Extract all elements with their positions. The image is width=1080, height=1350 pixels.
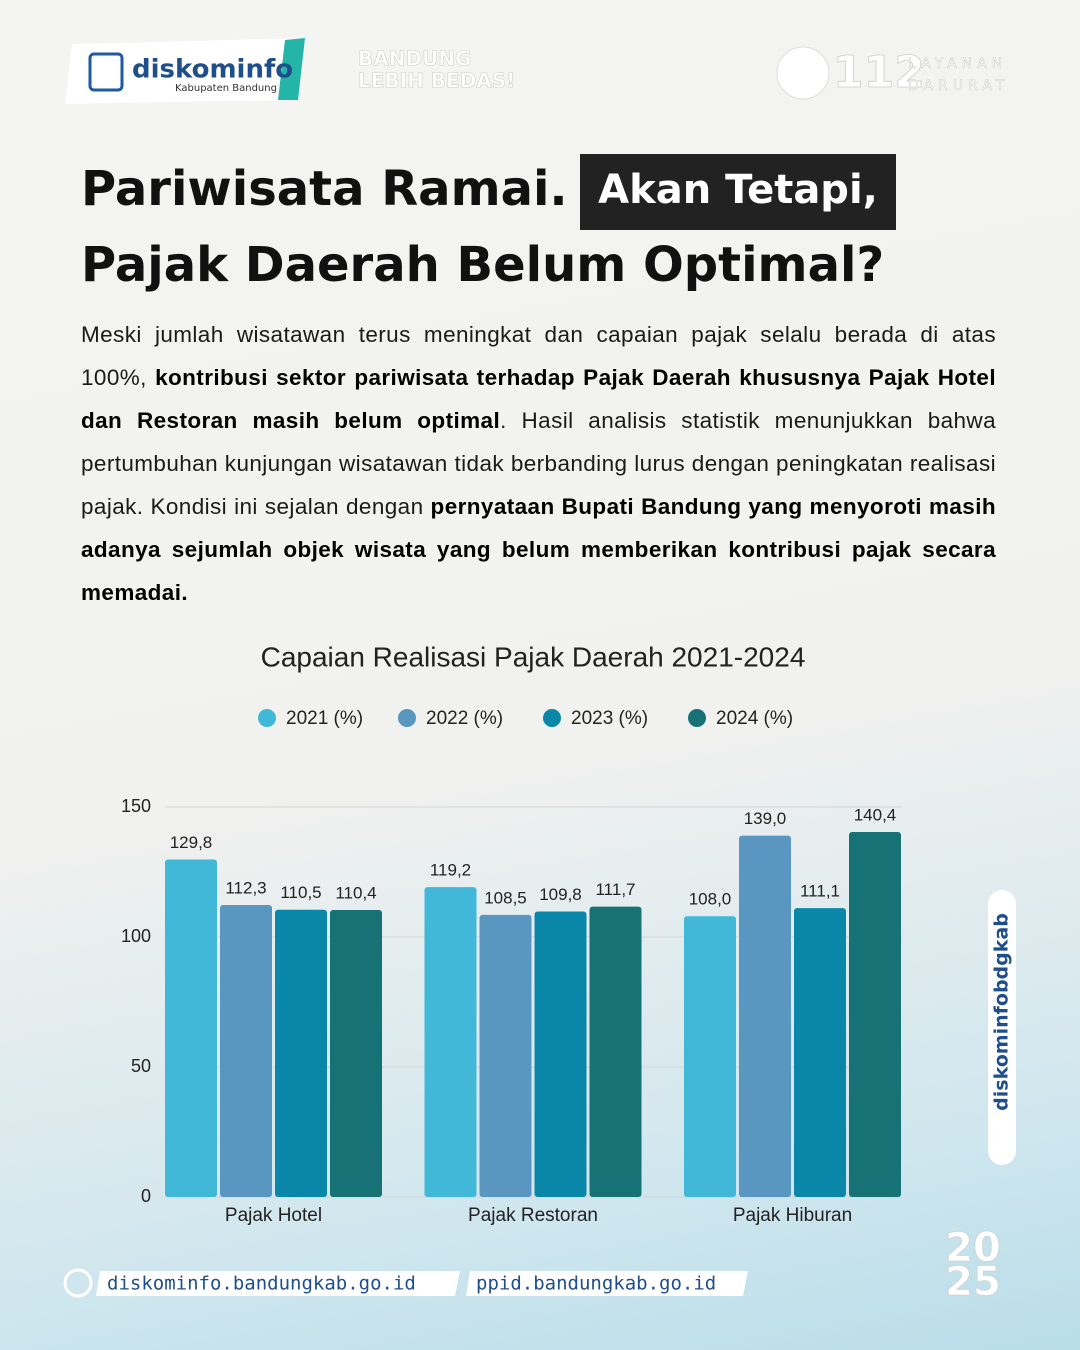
x-tick-label: Pajak Hotel (225, 1205, 322, 1226)
headline: Pariwisata Ramai. (81, 161, 568, 217)
footer-site: diskominfo.bandungkab.go.id (107, 1273, 416, 1295)
y-tick-label: 50 (131, 1056, 151, 1076)
y-tick-label: 150 (121, 796, 151, 816)
logo-emblem (88, 52, 124, 92)
x-tick-label: Pajak Hiburan (733, 1205, 852, 1226)
emergency-number: 112 (833, 47, 925, 98)
paragraph-text: pernyataan Bupati Bandung yang menyoroti… (81, 494, 996, 605)
value-label: 109,8 (539, 885, 582, 904)
legend-label: 2023 (%) (571, 708, 648, 729)
year: 25 (945, 1259, 1001, 1305)
emergency-icon (776, 46, 830, 100)
value-label: 110,4 (335, 883, 376, 902)
legend-marker (258, 709, 276, 727)
slogan: LEBIH BEDAS! (358, 69, 515, 93)
bar (534, 911, 587, 1197)
value-label: 111,1 (800, 882, 840, 901)
emergency-text: DARURAT (908, 78, 1009, 94)
year: 20 (945, 1225, 1001, 1271)
paragraph: Meski jumlah wisatawan terus meningkat d… (81, 313, 996, 614)
bar (479, 914, 532, 1197)
logo-accent (278, 38, 305, 100)
slogan: BANDUNG (358, 47, 471, 71)
value-label: 140,4 (854, 805, 897, 824)
legend-marker (543, 709, 561, 727)
bar (165, 859, 217, 1197)
footer-site: ppid.bandungkab.go.id (476, 1273, 716, 1295)
bar (849, 831, 901, 1197)
headline-highlight: Akan Tetapi, (598, 167, 878, 213)
value-label: 110,5 (280, 883, 321, 902)
chart: Capaian Realisasi Pajak Daerah 2021-2024… (121, 641, 902, 1226)
paragraph-text: Meski jumlah wisatawan terus meningkat d… (81, 322, 996, 390)
site-box (96, 1271, 460, 1296)
legend-label: 2024 (%) (716, 708, 793, 729)
globe-icon (63, 1268, 93, 1298)
value-label: 139,0 (744, 809, 787, 828)
bar (684, 916, 736, 1197)
bar (424, 887, 477, 1197)
value-label: 112,3 (225, 879, 266, 898)
y-tick-label: 100 (121, 926, 151, 946)
bar (589, 906, 642, 1197)
bar (794, 908, 846, 1197)
bar (739, 835, 791, 1197)
bar (220, 905, 272, 1197)
value-label: 129,8 (170, 833, 213, 852)
legend-label: 2022 (%) (426, 708, 503, 729)
legend-label: 2021 (%) (286, 708, 363, 729)
value-label: 119,2 (430, 861, 471, 880)
site-box (466, 1271, 748, 1296)
bar (330, 909, 382, 1197)
paragraph-text: . Hasil analisis statistik menunjukkan b… (81, 408, 996, 519)
chart-title: Capaian Realisasi Pajak Daerah 2021-2024 (261, 641, 806, 672)
x-tick-label: Pajak Restoran (468, 1205, 598, 1226)
bar (275, 909, 327, 1197)
value-label: 108,0 (689, 890, 732, 909)
legend-marker (688, 709, 706, 727)
highlight-box (580, 154, 896, 230)
paragraph-text: kontribusi sektor pariwisata terhadap Pa… (81, 365, 996, 433)
emergency-text: LAYANAN (908, 56, 1007, 72)
value-label: 111,7 (595, 880, 635, 899)
social-box (988, 890, 1016, 1165)
logo-sub: Kabupaten Bandung (175, 83, 277, 94)
legend-marker (398, 709, 416, 727)
value-label: 108,5 (484, 888, 527, 907)
y-tick-label: 0 (141, 1186, 151, 1206)
logo-card (65, 38, 305, 104)
social-handle: diskominfobdgkab (991, 913, 1013, 1111)
headline: Pajak Daerah Belum Optimal? (81, 237, 884, 293)
logo-name: diskominfo (132, 55, 293, 85)
